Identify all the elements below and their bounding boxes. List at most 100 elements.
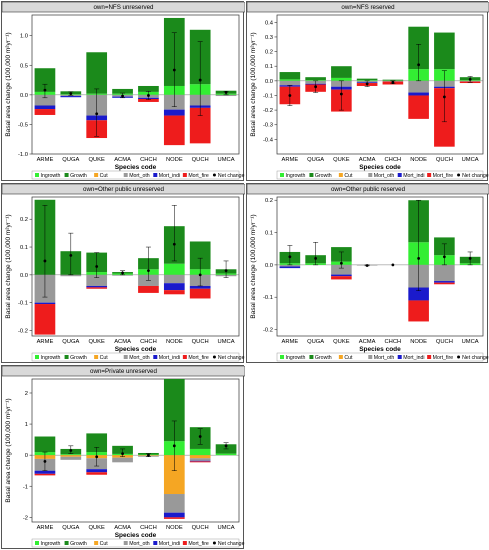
legend-box [276,352,484,362]
net-change-point-arme [288,94,292,97]
bar-growth-quga [305,77,326,81]
legend-swatch-net-change [212,173,216,177]
bar-mort-fire-node [163,290,185,295]
bar-mort-indi-quke [86,469,108,473]
net-change-point-arme [288,255,292,259]
legend-label-mort-fire: Mort_fire [188,541,209,547]
bar-mort-oth-quch [189,458,211,461]
bar-mort-oth-arme [34,94,56,106]
net-change-point-quch [198,435,202,438]
bar-mort-oth-node [408,80,429,93]
legend-swatch-growth [309,355,314,359]
panel-nfs-unreserved: own=NFS unreserved -1.0 -0.5 0.0 0.5 1.0 Basal… [1,1,245,181]
legend: Ingrowth Growth Cut Mort_oth Mort_indi Mort_f… [276,170,489,180]
legend-box [276,170,484,180]
bar-growth-chch [138,85,159,92]
net-change-point-umca [468,257,472,260]
y-axis-title: Basal area change (100,000 m²yr⁻¹) [5,214,12,318]
net-change-point-acma [121,452,124,456]
panel-title: own=Other public reserved [331,186,406,193]
legend-swatch-cut [94,541,99,545]
x-tick-label: QUCH [192,525,209,531]
bar-mort-fire-node [163,517,185,519]
legend-swatch-net-change [457,355,461,359]
y-tick-label: 0.0 [265,79,273,85]
y-tick-label: -1.0 [18,152,28,158]
y-tick-label: 0.2 [265,50,273,56]
legend-label-net-change: Net change [462,355,489,361]
bar-growth-arme [34,68,56,92]
legend-swatch-mort-fire [182,173,187,177]
y-tick-label: -0.5 [18,122,28,128]
y-tick-label: 0.1 [265,231,273,237]
legend-label-ingrowth: Ingrowth [41,173,61,179]
x-tick-label: ARME [37,157,54,163]
y-tick-label: 0.4 [265,20,274,26]
x-tick-label: QUKE [333,339,350,345]
x-tick-label: QUCH [436,339,453,345]
bar-mort-fire-chch [138,98,159,102]
bar-mort-indi-quke [331,274,352,277]
bar-mort-indi-arme [34,302,56,305]
legend-label-mort-oth: Mort_oth [374,355,395,361]
x-tick-label: QUKE [88,157,105,163]
y-tick-label: 0.0 [20,93,28,99]
chart-nfs-unreserved: own=NFS unreserved -1.0 -0.5 0.0 0.5 1.0 Basal… [2,2,245,180]
x-tick-label: QUGA [307,339,324,345]
bar-mort-indi-node [163,109,185,116]
x-tick-label: ACMA [114,339,131,345]
bar-mort-fire-quch [434,282,455,285]
legend-swatch-mort-oth [123,355,128,359]
y-tick-label: 2 [25,391,28,397]
x-tick-label: ARME [37,525,54,531]
plot-frame [276,196,484,337]
net-change-point-chch [391,263,395,267]
x-tick-label: UMCA [218,157,235,163]
net-change-point-node [172,242,176,246]
legend-swatch-net-change [212,355,216,359]
legend-label-growth: Growth [315,355,332,361]
y-tick-label: -0.1 [263,93,273,99]
panel-strip [247,2,489,13]
y-tick-label: 0.2 [265,198,273,204]
net-change-point-chch [391,80,395,84]
net-change-point-node [172,444,176,448]
panel-strip [247,184,489,195]
y-tick-label: -0.1 [263,295,273,301]
legend-swatch-mort-fire [182,355,187,359]
y-tick-label: 0.5 [20,63,28,69]
legend-swatch-mort-indi [397,173,402,177]
y-tick-label: 0.1 [20,245,28,251]
chart-nfs-reserved: own=NFS reserved -0.4 -0.3 -0.2 -0.1 0.0 0.1 0.… [247,2,489,180]
legend-label-ingrowth: Ingrowth [41,541,61,547]
bar-mort-oth-quch [434,264,455,282]
net-change-point-quch [442,255,446,259]
y-tick-label: 0 [25,453,28,459]
net-change-point-quga [69,253,73,257]
net-change-point-quga [314,257,318,260]
legend-swatch-ingrowth [280,173,284,177]
net-change-point-chch [147,94,150,97]
x-tick-label: QUGA [62,157,79,163]
bar-growth-acma [112,88,133,94]
legend-label-mort-fire: Mort_fire [433,355,454,361]
x-tick-label: QUCH [192,339,209,345]
bar-mort-indi-node [163,512,185,518]
legend-swatch-mort-oth [123,541,128,545]
legend-label-net-change: Net change [462,173,489,179]
net-change-point-acma [121,271,124,275]
legend-swatch-cut [338,355,343,359]
bar-mort-indi-quch [434,281,455,283]
bar-mort-oth-node [163,274,185,284]
x-axis-title: Species code [359,346,401,353]
bar-mort-fire-node [163,115,185,146]
x-tick-label: UMCA [462,339,479,345]
legend-label-growth: Growth [70,355,87,361]
bar-mort-indi-node [408,92,429,96]
legend-swatch-mort-indi [397,355,402,359]
bar-ingrowth-arme [279,79,301,81]
bar-growth-quke [331,66,352,78]
bar-ingrowth-acma [356,80,378,81]
legend-swatch-ingrowth [35,541,39,545]
